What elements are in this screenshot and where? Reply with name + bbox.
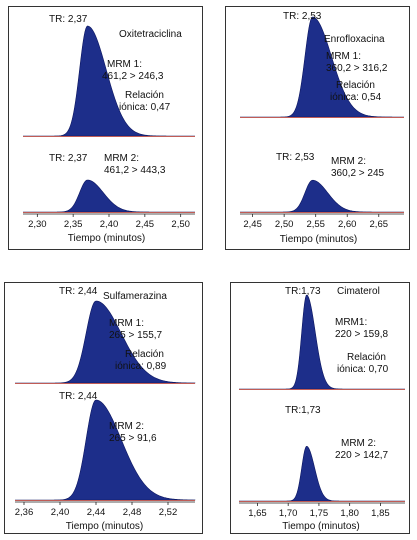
x-axis-label: Tiempo (minutos): [9, 233, 204, 244]
x-axis-label: Tiempo (minutos): [231, 521, 411, 532]
x-tick-label: 2,36: [15, 507, 34, 518]
tr-label-mrm2: TR: 2,37: [49, 153, 87, 165]
chromatogram-svg: 1,65 1,70 1,75 1,80 1,85: [231, 283, 411, 535]
tr-label-mrm2: TR: 2,44: [59, 391, 97, 403]
tr-label-mrm2: TR:1,73: [285, 405, 321, 417]
mrm2-transition: 461,2 > 443,3: [104, 165, 165, 177]
chart-panel-cimaterol: 1,65 1,70 1,75 1,80 1,85 Cimaterol TR:1,73 M…: [230, 282, 410, 534]
x-tick-label: 2,30: [28, 219, 47, 230]
ratio-value: iónica: 0,70: [337, 364, 388, 376]
x-tick-label: 1,85: [371, 508, 390, 519]
peak-mrm2: [23, 180, 195, 212]
compound-name: Sulfamerazina: [103, 291, 167, 303]
mrm2-title: MRM 2:: [331, 156, 366, 168]
x-tick-label: 1,65: [248, 508, 267, 519]
x-tick-label: 2,55: [306, 219, 325, 230]
ratio-title: Relación: [125, 90, 164, 102]
mrm1-title: MRM 1:: [109, 318, 144, 330]
x-tick-label: 2,50: [171, 219, 190, 230]
ratio-value: iónica: 0,47: [119, 102, 170, 114]
ratio-title: Relación: [347, 352, 386, 364]
tr-label-mrm1: TR: 2,37: [49, 14, 87, 26]
x-tick-label: 2,65: [370, 219, 389, 230]
mrm1-transition: 265 > 155,7: [109, 330, 162, 342]
x-tick-label: 2,50: [275, 219, 294, 230]
chromatogram-svg: 2,30 2,35 2,40 2,45 2,50: [9, 7, 204, 251]
compound-name: Cimaterol: [337, 286, 380, 298]
mrm1-title: MRM 1:: [107, 59, 142, 71]
mrm1-title: MRM1:: [335, 317, 367, 329]
x-tick-label: 2,40: [100, 219, 119, 230]
x-tick-label: 2,45: [136, 219, 155, 230]
tr-label-mrm1: TR:1,73: [285, 286, 321, 298]
x-tick-label: 2,40: [51, 507, 70, 518]
compound-name: Oxitetraciclina: [119, 29, 182, 41]
ratio-title: Relación: [125, 349, 164, 361]
chart-panel-sulfamerazina: 2,36 2,40 2,44 2,48 2,52 Sulfamerazina TR: 2…: [4, 282, 203, 534]
x-tick-label: 1,70: [279, 508, 298, 519]
tr-label-mrm2: TR: 2,53: [276, 152, 314, 164]
x-tick-label: 2,48: [123, 507, 142, 518]
mrm1-transition: 461,2 > 246,3: [102, 71, 163, 83]
mrm1-transition: 360,2 > 316,2: [326, 63, 387, 75]
mrm2-title: MRM 2:: [109, 421, 144, 433]
peak-mrm2: [15, 400, 195, 500]
mrm2-title: MRM 2:: [341, 438, 376, 450]
x-tick-label: 2,44: [87, 507, 106, 518]
mrm2-transition: 265 > 91,6: [109, 433, 157, 445]
mrm1-transition: 220 > 159,8: [335, 329, 388, 341]
mrm2-transition: 360,2 > 245: [331, 168, 384, 180]
ratio-title: Relación: [336, 80, 375, 92]
chromatogram-svg: 2,36 2,40 2,44 2,48 2,52: [5, 283, 204, 535]
x-tick-label: 1,80: [340, 508, 359, 519]
peak-mrm2: [240, 180, 404, 212]
ratio-value: iónica: 0,54: [330, 92, 381, 104]
chart-panel-enrofloxacina: 2,45 2,50 2,55 2,60 2,65 Enrofloxacina TR: 2…: [225, 6, 410, 250]
x-tick-label: 2,52: [159, 507, 178, 518]
tr-label-mrm1: TR: 2,44: [59, 286, 97, 298]
x-axis-label: Tiempo (minutos): [226, 234, 411, 245]
tr-label-mrm1: TR: 2,53: [283, 11, 321, 23]
ratio-value: iónica: 0,89: [115, 361, 166, 373]
x-tick-label: 1,75: [310, 508, 329, 519]
mrm2-title: MRM 2:: [104, 153, 139, 165]
compound-name: Enrofloxacina: [324, 34, 385, 46]
x-tick-label: 2,60: [338, 219, 357, 230]
x-tick-label: 2,45: [243, 219, 262, 230]
mrm2-transition: 220 > 142,7: [335, 450, 388, 462]
x-tick-label: 2,35: [64, 219, 83, 230]
chart-panel-oxitetraciclina: 2,30 2,35 2,40 2,45 2,50 Oxitetraciclina TR:…: [8, 6, 203, 250]
peak-mrm1: [15, 301, 195, 383]
mrm1-title: MRM 1:: [326, 51, 361, 63]
x-axis-label: Tiempo (minutos): [5, 521, 204, 532]
